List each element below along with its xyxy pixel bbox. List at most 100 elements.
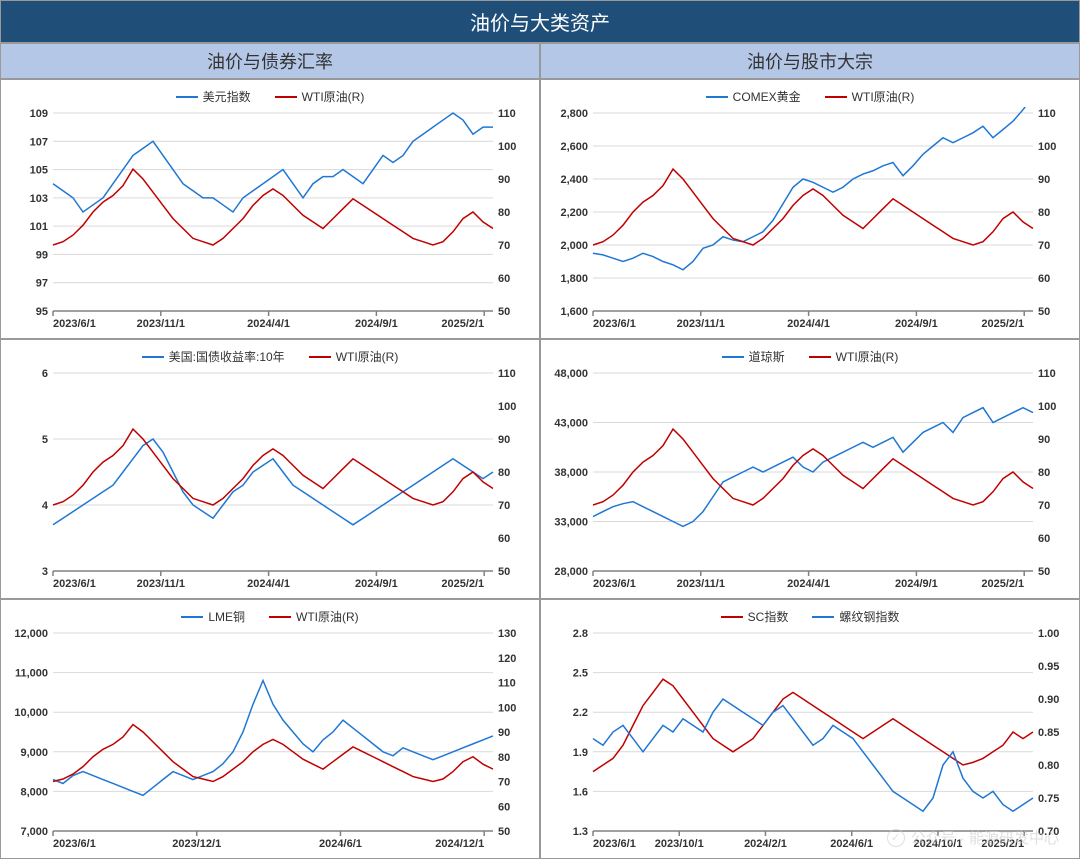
svg-text:1,800: 1,800: [560, 273, 588, 285]
svg-text:12,000: 12,000: [14, 628, 48, 640]
svg-text:100: 100: [498, 702, 516, 714]
svg-text:90: 90: [498, 174, 510, 186]
svg-text:0.95: 0.95: [1038, 661, 1059, 673]
svg-text:2,600: 2,600: [560, 141, 588, 153]
chart-legend: 道琼斯 WTI原油(R): [545, 348, 1075, 365]
svg-text:80: 80: [1038, 207, 1050, 219]
svg-text:2025/2/1: 2025/2/1: [981, 578, 1024, 590]
chart-svg: 9597991011031051071095060708090100110202…: [5, 107, 535, 333]
svg-text:2023/6/1: 2023/6/1: [53, 578, 96, 590]
left-subtitle: 油价与债券汇率: [0, 43, 540, 79]
svg-text:50: 50: [1038, 566, 1050, 578]
legend-item: 美国:国债收益率:10年: [142, 348, 285, 365]
svg-text:2023/6/1: 2023/6/1: [53, 318, 96, 330]
svg-text:2024/4/1: 2024/4/1: [247, 318, 290, 330]
svg-text:2024/6/1: 2024/6/1: [830, 838, 873, 850]
svg-text:1.9: 1.9: [573, 747, 588, 759]
svg-text:100: 100: [498, 141, 516, 153]
legend-item: SC指数: [721, 608, 789, 625]
chart-svg: 1.31.61.92.22.52.80.700.750.800.850.900.…: [545, 627, 1075, 853]
svg-text:100: 100: [1038, 401, 1056, 413]
svg-text:2025/2/1: 2025/2/1: [981, 318, 1024, 330]
svg-text:2.5: 2.5: [573, 668, 588, 680]
svg-text:2,200: 2,200: [560, 207, 588, 219]
svg-text:2023/10/1: 2023/10/1: [655, 838, 704, 850]
legend-item: WTI原油(R): [825, 88, 915, 105]
svg-text:103: 103: [30, 193, 48, 205]
subtitle-row: 油价与债券汇率 油价与股市大宗: [0, 43, 1080, 79]
main-title: 油价与大类资产: [0, 0, 1080, 43]
legend-item: 螺纹钢指数: [812, 608, 899, 625]
svg-text:110: 110: [498, 678, 516, 690]
svg-text:80: 80: [498, 467, 510, 479]
chart-cell-1: COMEX黄金 WTI原油(R) 1,600 1,800 2,000 2,200 2,400…: [540, 79, 1080, 339]
svg-text:33,000: 33,000: [554, 517, 588, 529]
svg-text:11,000: 11,000: [15, 668, 48, 680]
svg-text:110: 110: [498, 108, 516, 120]
legend-item: 美元指数: [176, 88, 251, 105]
svg-text:90: 90: [498, 434, 510, 446]
svg-text:70: 70: [498, 240, 510, 252]
svg-text:2.2: 2.2: [573, 707, 588, 719]
svg-text:2024/9/1: 2024/9/1: [895, 318, 938, 330]
svg-text:3: 3: [42, 566, 48, 578]
svg-text:50: 50: [498, 566, 510, 578]
chart-cell-3: 道琼斯WTI原油(R)28,00033,00038,00043,00048,00…: [540, 339, 1080, 599]
legend-item: 道琼斯: [722, 348, 785, 365]
svg-text:2023/11/1: 2023/11/1: [137, 578, 185, 590]
svg-text:109: 109: [30, 108, 48, 120]
svg-text:2023/6/1: 2023/6/1: [53, 838, 96, 850]
svg-text:70: 70: [1038, 500, 1050, 512]
svg-text:60: 60: [498, 801, 510, 813]
svg-text:110: 110: [1038, 368, 1056, 380]
svg-text:60: 60: [498, 533, 510, 545]
svg-text:1,600: 1,600: [560, 306, 588, 318]
svg-text:2024/9/1: 2024/9/1: [895, 578, 938, 590]
svg-text:90: 90: [498, 727, 510, 739]
chart-svg: 7,0008,0009,00010,00011,00012,0005060708…: [5, 627, 535, 853]
svg-text:2024/9/1: 2024/9/1: [355, 318, 398, 330]
svg-text:50: 50: [498, 826, 510, 838]
svg-text:95: 95: [36, 306, 48, 318]
chart-svg: 345650607080901001102023/6/12023/11/1202…: [5, 367, 535, 593]
chart-legend: SC指数 螺纹钢指数: [545, 608, 1075, 625]
svg-text:2023/6/1: 2023/6/1: [593, 318, 636, 330]
svg-text:2.8: 2.8: [573, 628, 588, 640]
svg-text:107: 107: [30, 136, 48, 148]
svg-text:90: 90: [1038, 174, 1050, 186]
svg-text:99: 99: [36, 249, 48, 261]
svg-text:28,000: 28,000: [554, 566, 588, 578]
svg-text:110: 110: [498, 368, 516, 380]
chart-legend: LME铜WTI原油(R): [5, 608, 535, 625]
chart-legend: COMEX黄金 WTI原油(R): [545, 88, 1075, 105]
legend-item: COMEX黄金: [706, 88, 801, 105]
chart-svg: 1,6001,8002,0002,2002,4002,6002,80050607…: [545, 107, 1075, 333]
svg-text:2024/6/1: 2024/6/1: [319, 838, 362, 850]
svg-text:7,000: 7,000: [20, 826, 48, 838]
svg-text:100: 100: [1038, 141, 1056, 153]
svg-text:1.00: 1.00: [1038, 628, 1059, 640]
svg-text:2,000: 2,000: [560, 240, 588, 252]
svg-text:48,000: 48,000: [554, 368, 588, 380]
svg-text:130: 130: [498, 628, 516, 640]
svg-text:2023/12/1: 2023/12/1: [172, 838, 221, 850]
svg-text:110: 110: [1038, 108, 1056, 120]
svg-text:60: 60: [1038, 273, 1050, 285]
svg-text:70: 70: [498, 500, 510, 512]
svg-text:60: 60: [498, 273, 510, 285]
svg-text:2023/11/1: 2023/11/1: [677, 318, 725, 330]
svg-text:2,400: 2,400: [560, 174, 588, 186]
svg-text:38,000: 38,000: [554, 467, 588, 479]
svg-text:101: 101: [30, 221, 48, 233]
chart-cell-5: SC指数螺纹钢指数1.31.61.92.22.52.80.700.750.800…: [540, 599, 1080, 859]
svg-text:2024/2/1: 2024/2/1: [744, 838, 787, 850]
svg-text:70: 70: [1038, 240, 1050, 252]
svg-text:2023/11/1: 2023/11/1: [677, 578, 725, 590]
legend-item: WTI原油(R): [269, 608, 359, 625]
svg-text:80: 80: [498, 207, 510, 219]
svg-text:70: 70: [498, 777, 510, 789]
svg-text:2023/11/1: 2023/11/1: [137, 318, 185, 330]
svg-text:2024/4/1: 2024/4/1: [787, 578, 830, 590]
svg-text:60: 60: [1038, 533, 1050, 545]
legend-item: WTI原油(R): [809, 348, 899, 365]
